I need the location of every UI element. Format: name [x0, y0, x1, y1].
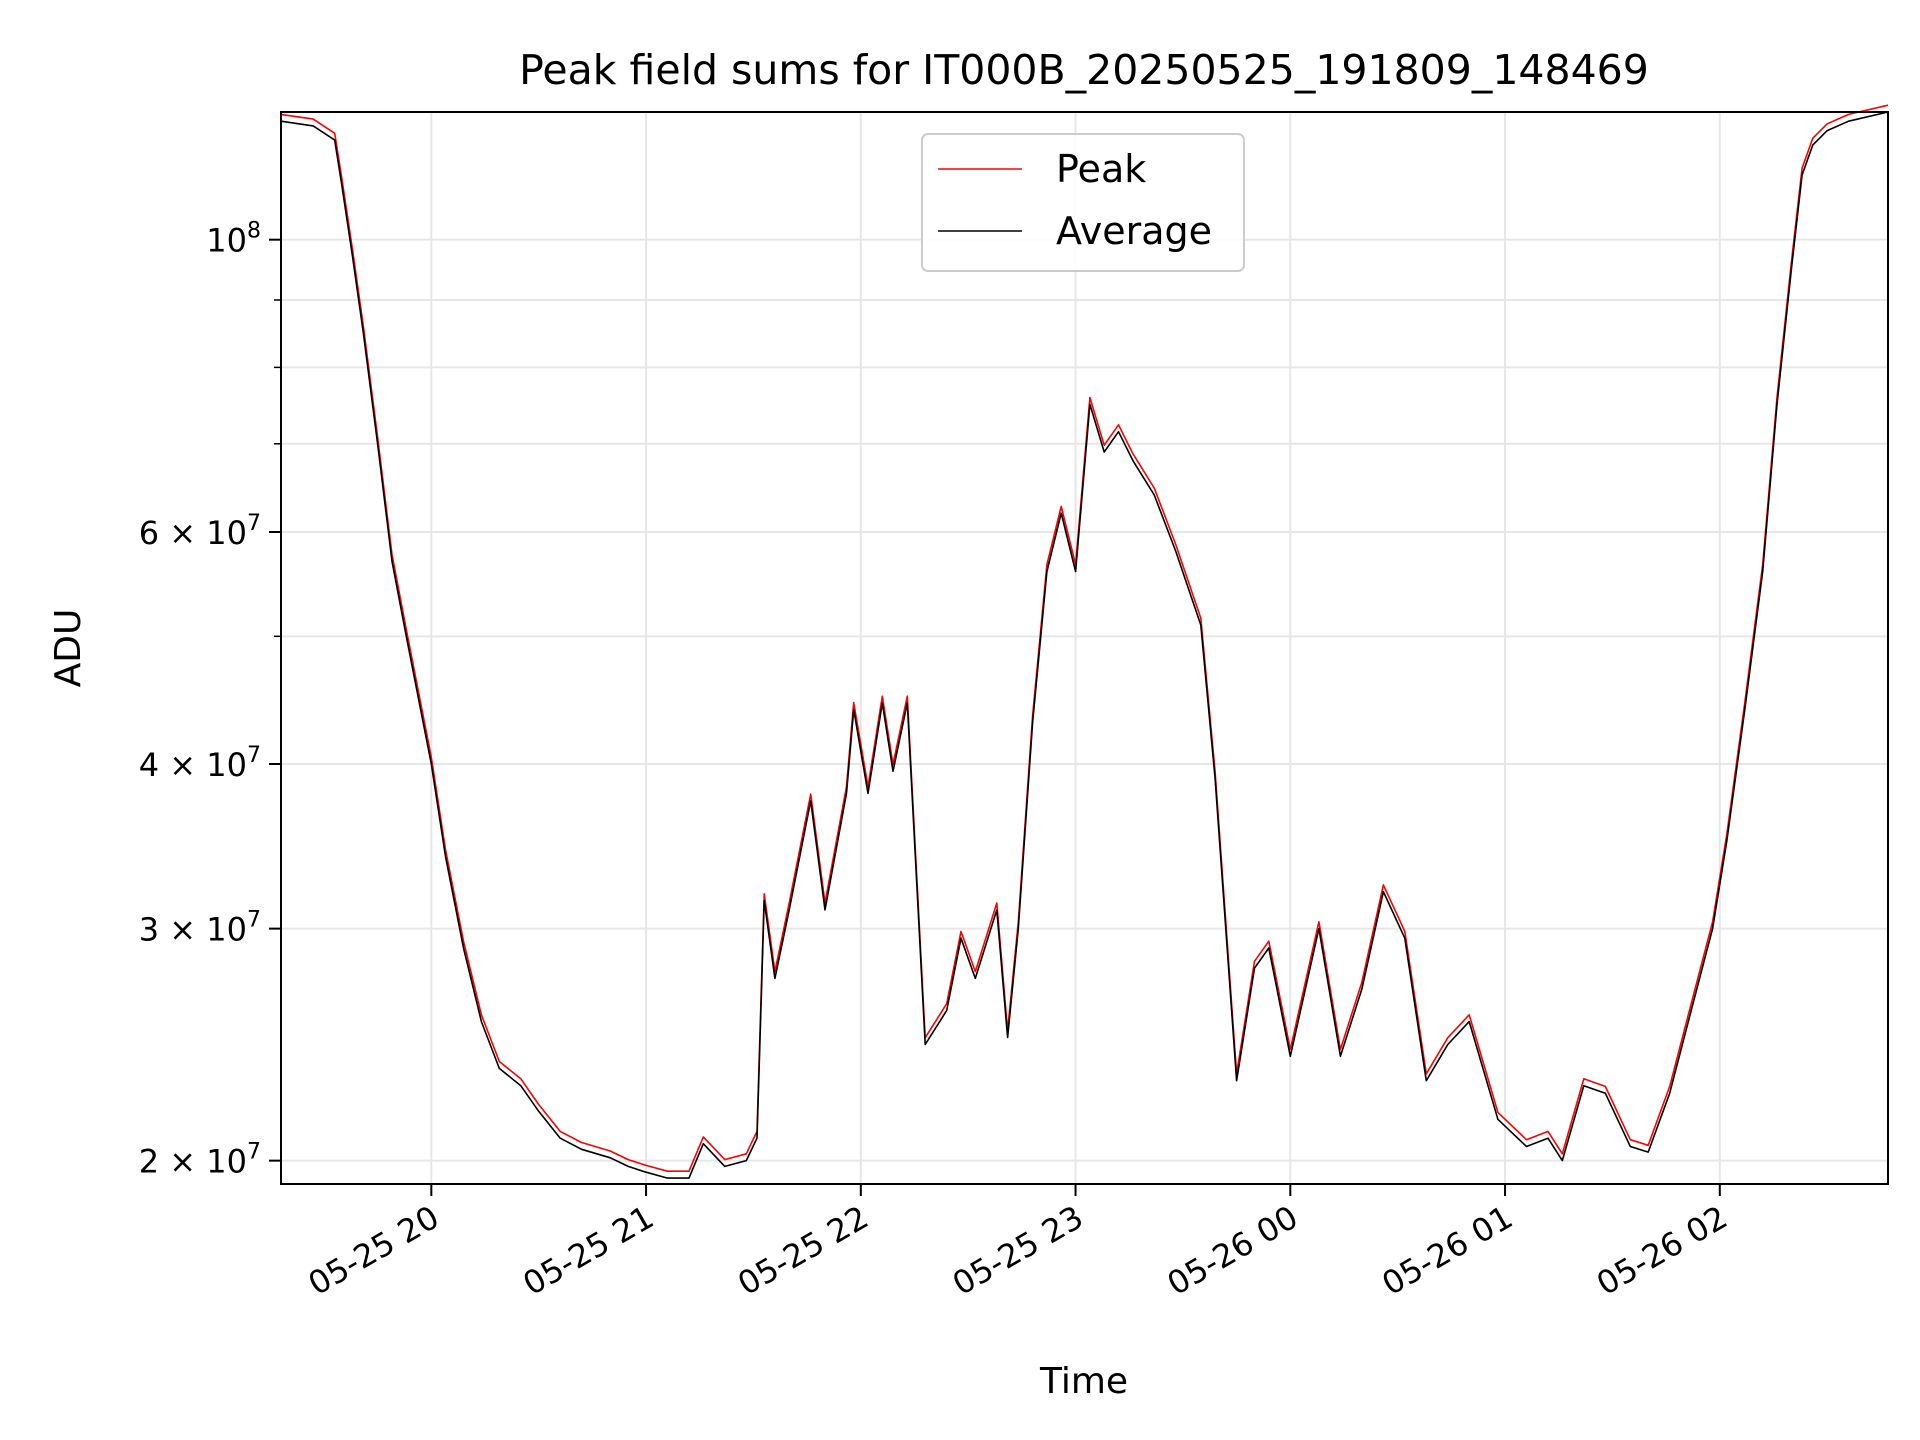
y-tick-label: 3 × 107	[139, 908, 261, 949]
y-tick-label: 4 × 107	[139, 743, 261, 784]
grid	[281, 112, 1888, 1184]
chart-title: Peak field sums for IT000B_20250525_1918…	[519, 46, 1649, 94]
series-line-average	[280, 111, 1889, 1179]
legend-label-peak: Peak	[1056, 147, 1146, 191]
y-axis-label: ADU	[48, 609, 89, 688]
series-layer	[280, 104, 1889, 1179]
legend-box	[921, 133, 1245, 272]
legend-label-average: Average	[1056, 209, 1212, 253]
x-axis-label: Time	[1039, 1361, 1128, 1402]
legend: Peak Average	[921, 133, 1245, 272]
y-tick-label: 2 × 107	[139, 1140, 261, 1181]
plot-frame	[280, 111, 1889, 1185]
y-tick-label: 6 × 107	[139, 511, 261, 552]
